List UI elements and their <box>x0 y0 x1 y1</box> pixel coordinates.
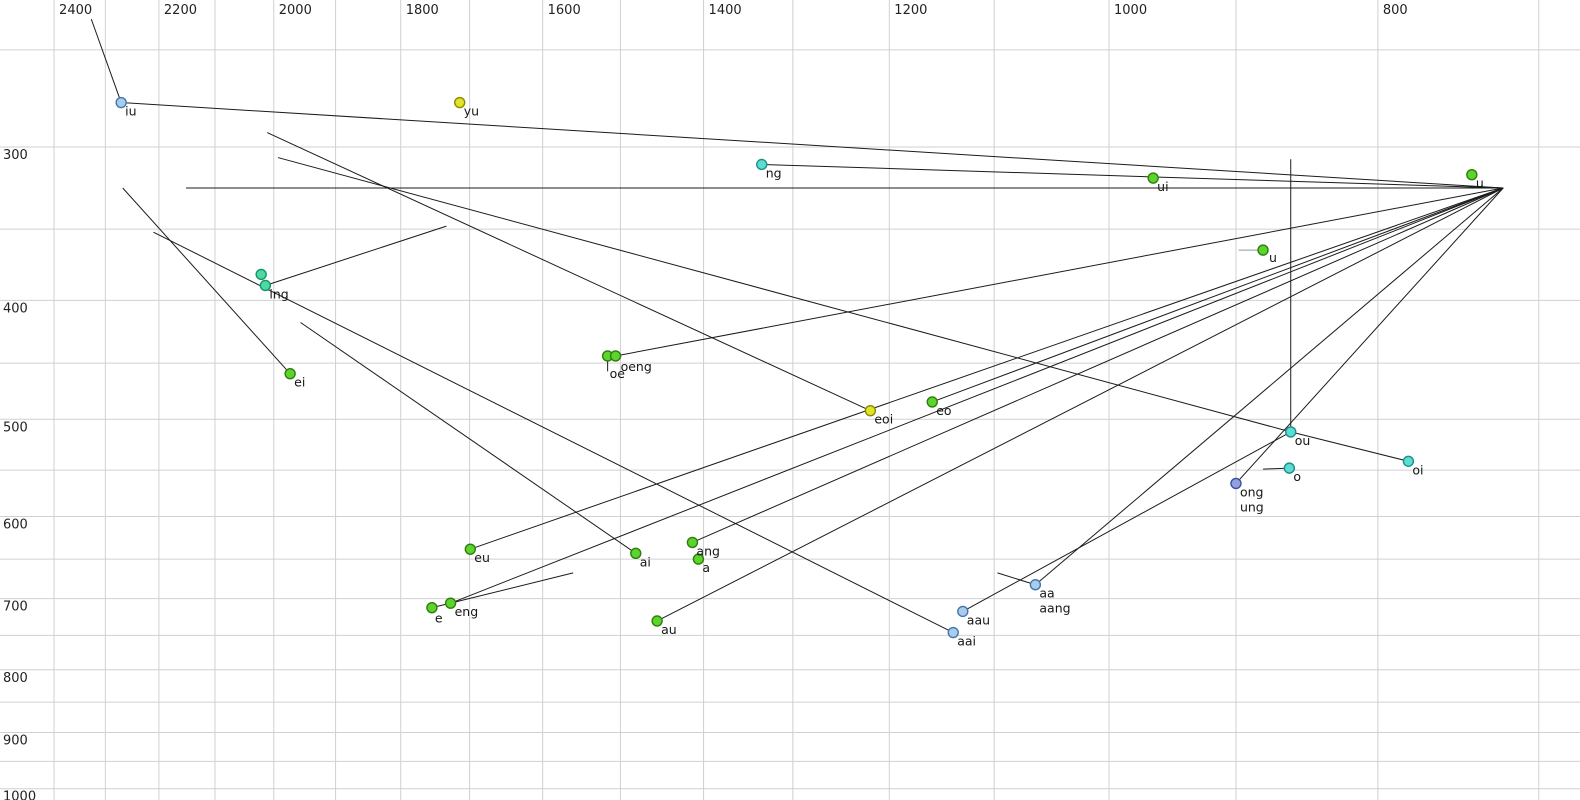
vowel-label-eoi: eoi <box>874 412 893 427</box>
vowel-label-ei: ei <box>294 375 305 390</box>
vowel-label-u: u <box>1476 176 1484 191</box>
y-tick-label-900: 900 <box>3 734 28 749</box>
vowel-point-o[interactable] <box>1283 462 1296 474</box>
x-tick-label-1200: 1200 <box>894 3 927 18</box>
trajectory-line-eng-to-vertex <box>450 187 1504 604</box>
vowel-point-ing[interactable] <box>259 279 272 292</box>
vowel-label-yu: yu <box>464 104 479 119</box>
y-tick-label-1000: 1000 <box>3 790 36 800</box>
vowel-label-aau: aau <box>967 612 990 627</box>
trajectory-line-aang-stub <box>997 572 1036 586</box>
trajectory-line-ai-line <box>300 322 637 554</box>
trajectory-line-diag-to-ou <box>277 157 1291 433</box>
vowel-label-ing: ing <box>269 286 288 301</box>
vowel-point-eo[interactable] <box>926 396 938 408</box>
vowel-label-aai: aai <box>957 634 976 649</box>
vowel-label-ong-ung-2: ung <box>1240 499 1264 514</box>
vowel-point-yu[interactable] <box>454 96 466 109</box>
vowel-label-ui: ui <box>1157 179 1168 194</box>
vowel-point-e[interactable] <box>426 601 438 614</box>
trajectory-line-ng-to-vertex <box>761 163 1504 189</box>
vowel-point-ing-2[interactable] <box>255 268 267 281</box>
x-tick-label-1000: 1000 <box>1114 3 1147 18</box>
vowel-point-aai[interactable] <box>947 626 959 639</box>
vowel-label-oe: oe <box>610 366 626 381</box>
vowel-label-o: o <box>1293 469 1301 484</box>
vowel-point-aau[interactable] <box>957 605 969 618</box>
trajectory-line-i-stub <box>90 18 122 103</box>
x-tick-label-2200: 2200 <box>164 3 197 18</box>
y-tick-label-800: 800 <box>3 671 28 686</box>
trajectory-line-aau-to-ou <box>962 431 1291 612</box>
vowel-point-au[interactable] <box>651 615 663 627</box>
x-tick-label-1400: 1400 <box>709 3 742 18</box>
vowel-point-ou[interactable] <box>1285 426 1297 438</box>
y-tick-label-700: 700 <box>3 600 28 615</box>
axis-tick-labels: 2400 2200 2000 1800 1600 1400 1200 1000 800 300 40… <box>3 3 1408 800</box>
x-tick-label-1600: 1600 <box>548 3 581 18</box>
vowel-point-eng[interactable] <box>444 597 457 609</box>
y-tick-label-500: 500 <box>3 420 28 435</box>
vowel-point-ang[interactable] <box>686 536 699 549</box>
vowel-label-oeng: oeng <box>621 359 652 374</box>
trajectory-line-eng-stub <box>450 572 574 604</box>
vowel-point-iu[interactable] <box>115 96 127 109</box>
trajectory-line-aai-line <box>153 231 954 633</box>
vowel-label-ang: ang <box>696 543 720 558</box>
vowel-points <box>115 96 1478 639</box>
vowel-label-aa-2: aang <box>1039 601 1070 616</box>
vowel-point-ng[interactable] <box>756 158 768 171</box>
vowel-label-a: a <box>702 560 710 575</box>
vowel-point-u[interactable] <box>1466 168 1478 181</box>
trajectory-line-iu-to-vertex <box>121 102 1504 189</box>
vowel-point-oi[interactable] <box>1402 455 1415 467</box>
trajectory-line-oeng-to-vertex <box>615 187 1504 357</box>
vowel-label-eo: eo <box>936 403 951 418</box>
vowel-point-a[interactable] <box>692 553 705 565</box>
trajectory-line-ei-leader <box>122 187 291 375</box>
vowel-label-iu: iu <box>125 104 136 119</box>
vowel-point-ong-ung[interactable] <box>1230 477 1242 490</box>
x-tick-label-2400: 2400 <box>59 3 92 18</box>
vowel-label-eu: eu <box>474 550 490 565</box>
vowel-label-ou: ou <box>1295 433 1311 448</box>
vowel-label-ai: ai <box>640 554 651 569</box>
vowel-label-au: au <box>661 622 677 637</box>
y-tick-label-600: 600 <box>3 517 28 532</box>
vowel-point-aa[interactable] <box>1029 579 1042 591</box>
vowel-label-oi: oi <box>1412 462 1423 477</box>
vowel-point-eu[interactable] <box>464 543 477 555</box>
trajectory-line-ang-to-vertex <box>692 187 1504 543</box>
vowel-label-aa: aa <box>1039 586 1054 601</box>
trajectory-line-eu-to-vertex <box>470 187 1504 550</box>
vowel-label-ng: ng <box>766 165 782 180</box>
trajectory-line-eo-to-vertex <box>932 187 1504 403</box>
trajectory-line-ung-to-vertex <box>1235 187 1504 484</box>
trajectory-line-au-to-vertex <box>656 187 1504 622</box>
x-tick-label-2000: 2000 <box>279 3 312 18</box>
x-tick-label-800: 800 <box>1383 3 1408 18</box>
vowel-point-ei[interactable] <box>284 367 296 380</box>
trajectory-line-ou-to-oi <box>1290 431 1409 462</box>
vowel-label-e: e <box>435 611 443 626</box>
x-tick-label-1800: 1800 <box>406 3 439 18</box>
vowel-label-u-2: u <box>1269 250 1277 265</box>
vowel-point-ui[interactable] <box>1147 172 1159 184</box>
trajectory-line-diag-to-eoi <box>266 132 871 412</box>
y-tick-label-300: 300 <box>3 148 28 163</box>
vowel-label-eng: eng <box>455 604 479 619</box>
y-tick-label-400: 400 <box>3 301 28 316</box>
trajectory-lines <box>90 18 1504 633</box>
vowel-point-oeng[interactable] <box>609 350 622 362</box>
vowel-point-u-2[interactable] <box>1257 244 1269 256</box>
vowel-point-eoi[interactable] <box>864 404 877 417</box>
trajectory-line-aa-to-vertex <box>1035 187 1504 586</box>
vowel-point-ai[interactable] <box>630 547 642 560</box>
vowel-label-ong-ung: ong <box>1240 484 1264 499</box>
trajectory-line-ing-stub <box>265 225 447 286</box>
